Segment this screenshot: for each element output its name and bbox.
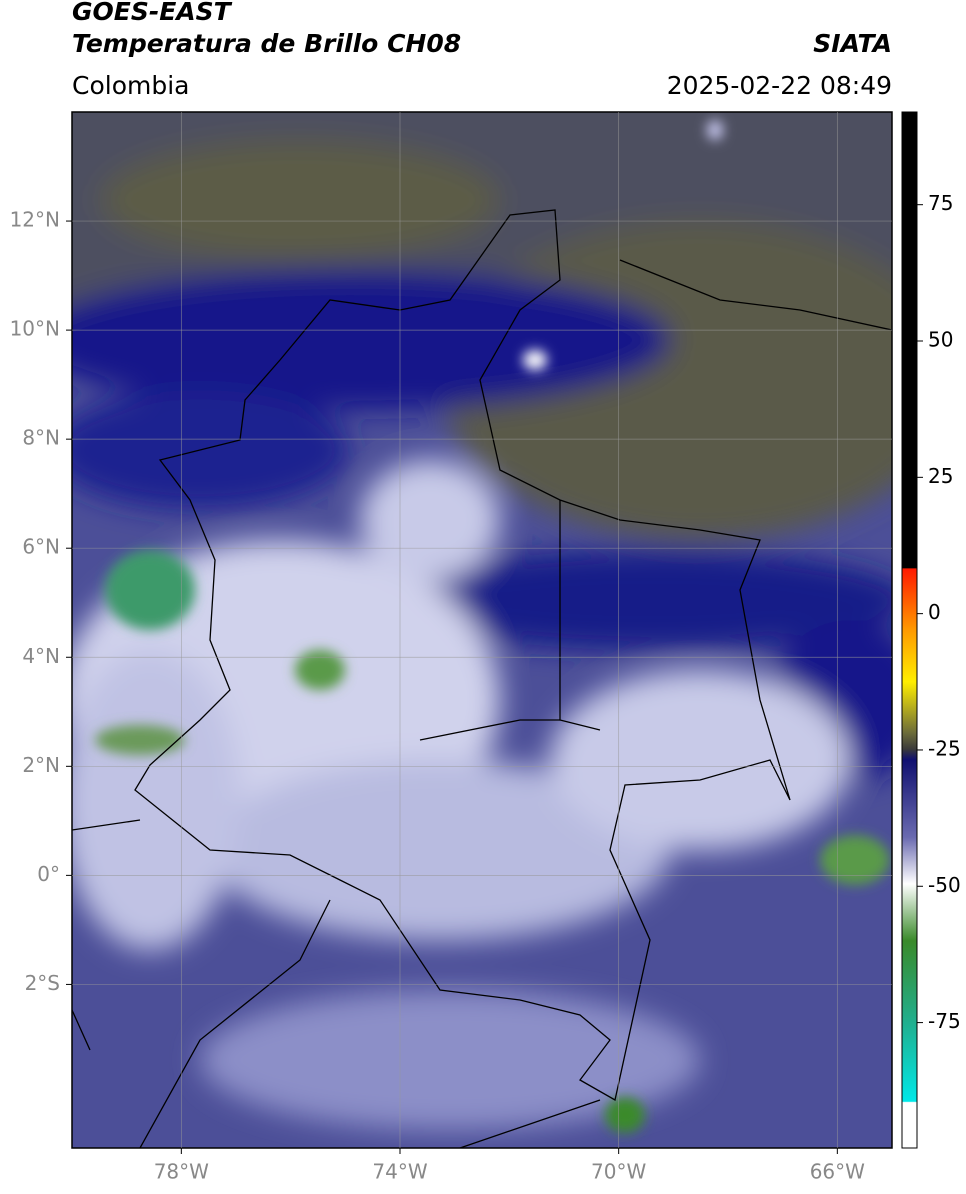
colorbar-tick-label: 50	[928, 328, 953, 352]
borders	[72, 209, 892, 1148]
lon-tick-label: 78°W	[154, 1160, 209, 1184]
colorbar-tick-label: -50	[928, 873, 961, 897]
lat-tick-label: 2°N	[22, 753, 60, 777]
colorbar-tick-label: 0	[928, 600, 941, 624]
satellite-image	[72, 112, 892, 1148]
lat-tick-label: 2°S	[25, 971, 60, 995]
colorbar-tick-label: 25	[928, 464, 953, 488]
subtitle: Temperatura de Brillo CH08	[72, 29, 461, 58]
lat-tick-label: 8°N	[22, 426, 60, 450]
lat-tick-label: 10°N	[10, 317, 60, 341]
lon-tick-label: 70°W	[591, 1160, 646, 1184]
lon-tick-label: 74°W	[372, 1160, 427, 1184]
source: SIATA	[813, 29, 892, 58]
colorbar	[901, 111, 918, 1149]
lat-tick-label: 12°N	[10, 208, 60, 232]
lat-tick-label: 4°N	[22, 644, 60, 668]
colorbar-tick-label: -75	[928, 1009, 961, 1033]
colorbar-tick-label: 75	[928, 191, 953, 215]
title: GOES-EAST	[72, 0, 233, 26]
lat-tick-label: 6°N	[22, 535, 60, 559]
lat-tick-label: 0°	[37, 862, 60, 886]
lon-tick-label: 66°W	[810, 1160, 865, 1184]
map-frame	[71, 111, 893, 1149]
region: Colombia	[72, 71, 189, 100]
datetime: 2025-02-22 08:49	[667, 71, 892, 100]
colorbar-tick-label: -25	[928, 736, 961, 760]
